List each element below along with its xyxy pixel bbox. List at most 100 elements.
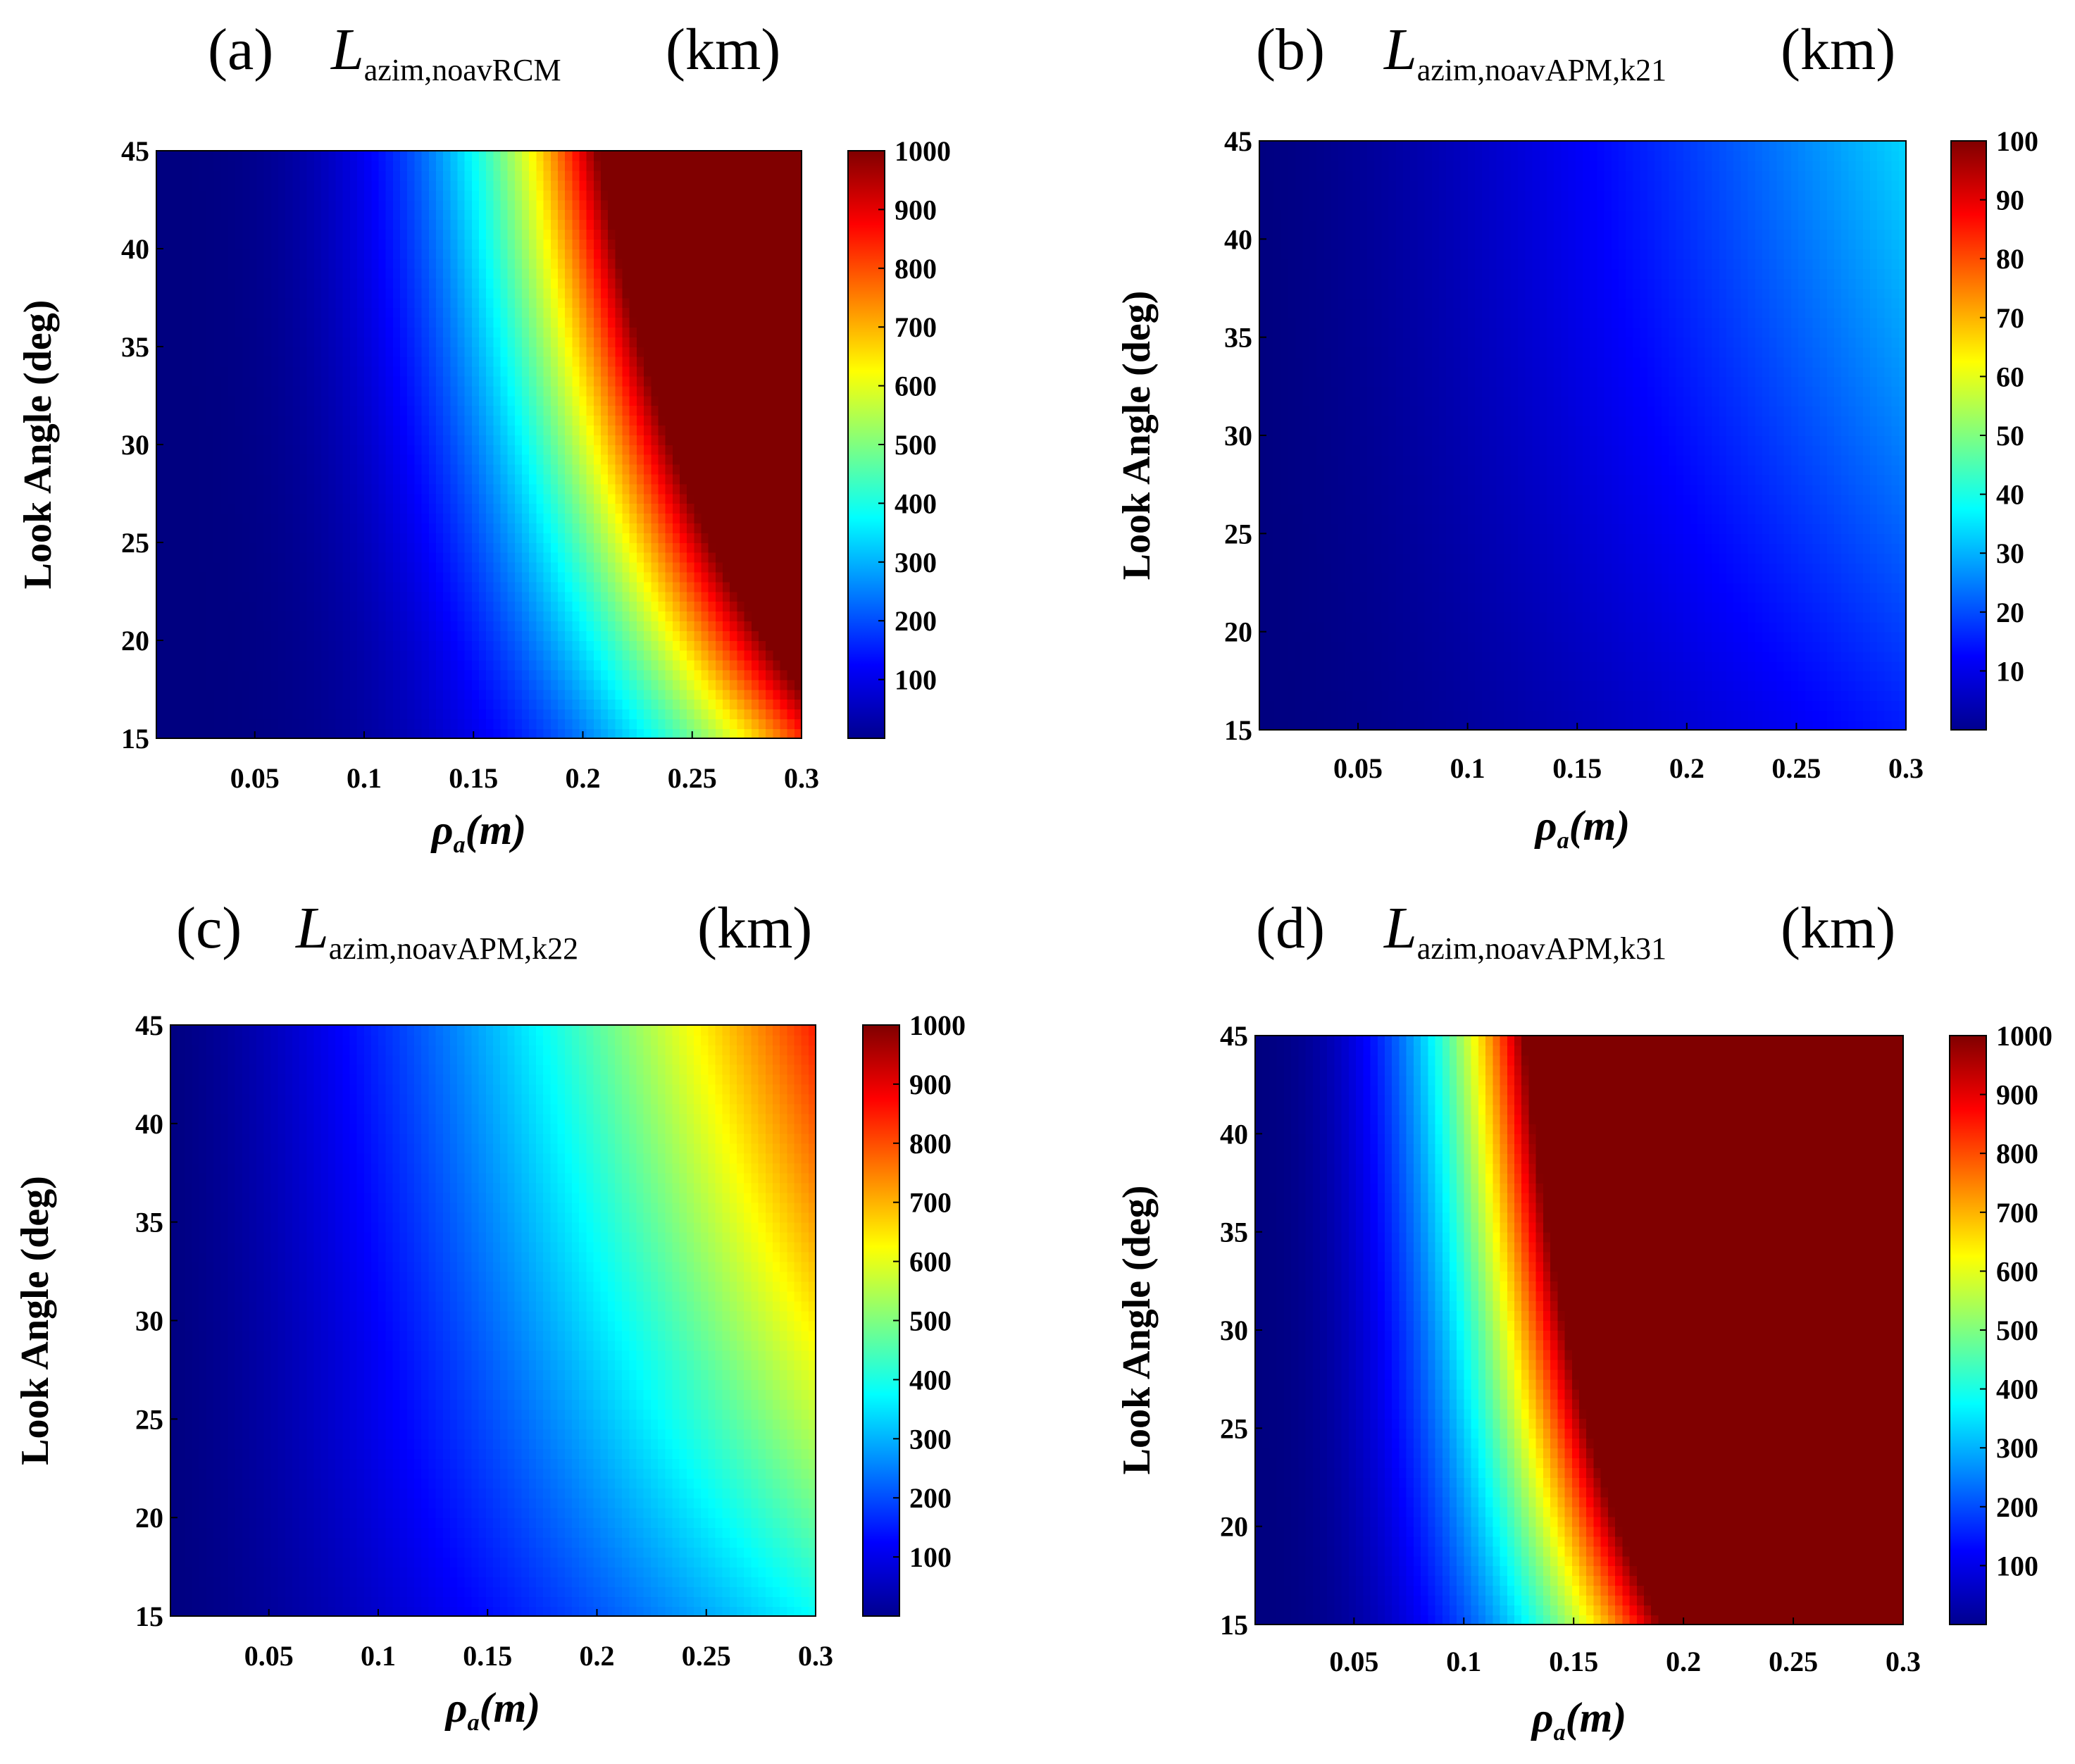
heatmap-cell bbox=[794, 405, 802, 416]
heatmap-cell bbox=[687, 709, 695, 719]
heatmap-cell bbox=[421, 631, 430, 641]
heatmap-cell bbox=[342, 239, 351, 249]
heatmap-cell bbox=[435, 405, 444, 416]
heatmap-cell bbox=[608, 287, 616, 299]
heatmap-cell bbox=[170, 689, 179, 700]
heatmap-cell bbox=[622, 571, 630, 583]
heatmap-cell bbox=[435, 719, 444, 729]
heatmap-cell bbox=[479, 385, 487, 397]
heatmap-cell bbox=[385, 561, 394, 573]
heatmap-cell bbox=[256, 542, 265, 553]
heatmap-cell bbox=[443, 405, 451, 416]
heatmap-cell bbox=[586, 483, 594, 495]
heatmap-cell bbox=[177, 631, 186, 641]
heatmap-cell bbox=[249, 415, 258, 426]
heatmap-cell bbox=[192, 503, 200, 514]
heatmap-cell bbox=[407, 209, 416, 220]
heatmap-cell bbox=[256, 513, 265, 523]
heatmap-cell bbox=[328, 327, 337, 337]
heatmap-cell bbox=[185, 219, 193, 230]
heatmap-cell bbox=[787, 199, 795, 211]
heatmap-cell bbox=[156, 366, 164, 377]
heatmap-cell bbox=[278, 454, 286, 465]
heatmap-cell bbox=[392, 385, 401, 397]
heatmap-cell bbox=[285, 445, 294, 455]
heatmap-cell bbox=[385, 209, 394, 220]
heatmap-cell bbox=[299, 679, 308, 690]
heatmap-cell bbox=[622, 728, 630, 739]
heatmap-cell bbox=[414, 464, 423, 475]
heatmap-cell bbox=[766, 571, 774, 583]
heatmap-cell bbox=[378, 375, 387, 387]
heatmap-cell bbox=[708, 249, 716, 259]
heatmap-cell bbox=[514, 297, 523, 309]
heatmap-cell bbox=[601, 483, 609, 495]
heatmap-cell bbox=[213, 445, 222, 455]
heatmap-cell bbox=[479, 679, 487, 690]
heatmap-cell bbox=[679, 395, 687, 406]
heatmap-cell bbox=[565, 405, 573, 416]
heatmap-cell bbox=[529, 473, 537, 485]
heatmap-cell bbox=[572, 435, 580, 445]
heatmap-cell bbox=[292, 258, 301, 269]
heatmap-cell bbox=[335, 699, 344, 710]
heatmap-cell bbox=[679, 503, 687, 514]
heatmap-cell bbox=[579, 561, 587, 573]
heatmap-cell bbox=[213, 385, 222, 397]
heatmap-cell bbox=[708, 385, 716, 397]
heatmap-cell bbox=[213, 631, 222, 641]
heatmap-cell bbox=[565, 581, 573, 592]
heatmap-cell bbox=[708, 405, 716, 416]
heatmap-cell bbox=[199, 435, 208, 445]
heatmap-cell bbox=[170, 709, 179, 719]
heatmap-cell bbox=[299, 611, 308, 621]
heatmap-cell bbox=[486, 405, 494, 416]
heatmap-cell bbox=[435, 709, 444, 719]
heatmap-cell bbox=[242, 542, 251, 553]
heatmap-cell bbox=[292, 689, 301, 700]
heatmap-cell bbox=[636, 561, 644, 573]
heatmap-cell bbox=[192, 523, 200, 533]
heatmap-cell bbox=[500, 493, 509, 504]
heatmap-cell bbox=[550, 513, 559, 523]
heatmap-cell bbox=[730, 356, 738, 367]
heatmap-cell bbox=[522, 679, 530, 690]
heatmap-cell bbox=[744, 699, 752, 710]
heatmap-cell bbox=[723, 473, 731, 485]
heatmap-cell bbox=[737, 375, 745, 387]
heatmap-cell bbox=[228, 571, 236, 583]
heatmap-cell bbox=[601, 699, 609, 710]
heatmap-cell bbox=[342, 709, 351, 719]
heatmap-cell bbox=[550, 219, 559, 230]
heatmap-cell bbox=[385, 375, 394, 387]
heatmap-cell bbox=[529, 552, 537, 563]
heatmap-cell bbox=[486, 375, 494, 387]
heatmap-cell bbox=[356, 405, 365, 416]
heatmap-cell bbox=[349, 375, 358, 387]
heatmap-cell bbox=[199, 405, 208, 416]
heatmap-cell bbox=[744, 278, 752, 289]
heatmap-cell bbox=[737, 473, 745, 485]
heatmap-cell bbox=[299, 375, 308, 387]
heatmap-cell bbox=[428, 679, 437, 690]
heatmap-cell bbox=[414, 631, 423, 641]
heatmap-cell bbox=[371, 699, 380, 710]
heatmap-cell bbox=[450, 571, 459, 583]
heatmap-cell bbox=[507, 199, 516, 211]
heatmap-cell bbox=[342, 405, 351, 416]
heatmap-cell bbox=[464, 209, 473, 220]
heatmap-cell bbox=[794, 699, 802, 710]
heatmap-cell bbox=[328, 679, 337, 690]
heatmap-cell bbox=[658, 513, 666, 523]
heatmap-cell bbox=[665, 268, 673, 279]
heatmap-cell bbox=[723, 327, 731, 337]
heatmap-cell bbox=[292, 523, 301, 533]
heatmap-cell bbox=[256, 190, 265, 201]
heatmap-cell bbox=[794, 719, 802, 729]
heatmap-cell bbox=[522, 278, 530, 289]
heatmap-cell bbox=[679, 405, 687, 416]
heatmap-cell bbox=[794, 454, 802, 465]
heatmap-cell bbox=[773, 405, 781, 416]
heatmap-cell bbox=[615, 375, 623, 387]
heatmap-cell bbox=[249, 425, 258, 435]
